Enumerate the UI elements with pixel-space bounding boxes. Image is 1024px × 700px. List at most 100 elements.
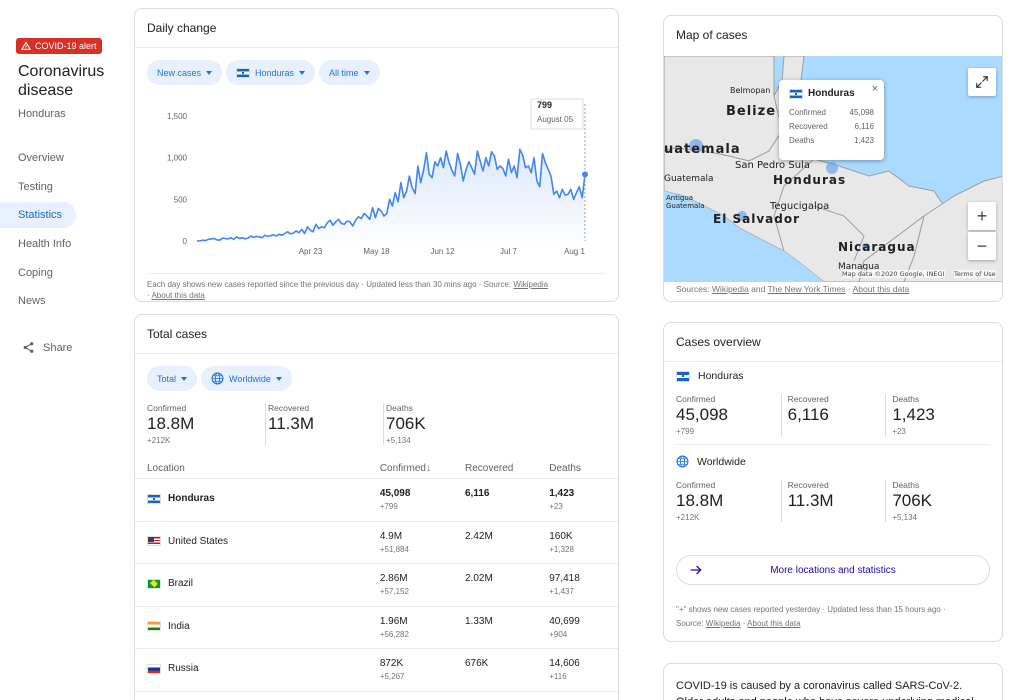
- info-text: COVID-19 is caused by a coronavirus call…: [676, 680, 974, 700]
- total-metric-dropdown[interactable]: Total: [147, 366, 198, 391]
- map-canvas[interactable]: Belmopan Belize uatemala San Pedro Sula …: [664, 56, 1002, 282]
- row-confirmed: 4.9M +51,884: [380, 531, 465, 554]
- total-location-label: Worldwide: [229, 373, 271, 384]
- globe-icon: [676, 455, 689, 468]
- about-data-link[interactable]: About this data: [852, 284, 910, 294]
- source-link[interactable]: Wikipedia: [513, 280, 549, 289]
- map-card: Map of cases Belmopan Belize uatemala Sa…: [663, 15, 1003, 302]
- stat-deaths: Deaths 1,423 +23: [885, 394, 990, 436]
- x-tick-label: Jul 7: [500, 247, 517, 256]
- covid-alert-badge[interactable]: COVID-19 alert: [16, 38, 102, 54]
- location-dropdown-label: Honduras: [255, 67, 295, 78]
- map-label-tegucigalpa: Tegucigalpa: [770, 201, 830, 212]
- close-icon[interactable]: ×: [871, 83, 878, 95]
- map-popup: × Honduras Confirmed 45,098 Recovered 6,11…: [779, 80, 884, 160]
- deaths-value: 40,699: [549, 615, 580, 627]
- nav-item-news[interactable]: News: [18, 295, 46, 308]
- map-footer: Sources: Wikipedia and The New York Time…: [676, 284, 909, 294]
- fullscreen-button[interactable]: [968, 68, 996, 96]
- us-flag-icon: [147, 536, 161, 546]
- hover-point: [582, 171, 588, 178]
- nav-item-statistics[interactable]: Statistics: [0, 202, 76, 229]
- total-metric-label: Total: [157, 373, 177, 384]
- footer-text: Each day shows new cases reported since …: [147, 280, 514, 289]
- table-row[interactable]: United States 4.9M +51,884 2.42M 160K +1,3…: [135, 522, 618, 564]
- stat-value: 6,116: [787, 405, 829, 424]
- total-cases-card: Total cases Total Worldwide Confirmed 18…: [134, 314, 619, 700]
- source-prefix: Source:: [676, 619, 706, 628]
- y-tick-label: 500: [174, 195, 188, 204]
- source-link[interactable]: Wikipedia: [705, 619, 741, 628]
- row-recovered: 676K: [464, 658, 489, 669]
- col-confirmed[interactable]: Confirmed↓: [380, 463, 465, 474]
- honduras-flag-icon: [147, 493, 161, 504]
- deaths-delta: +904: [549, 629, 568, 639]
- stat-value: 18.8M: [676, 491, 724, 510]
- zoom-out-button[interactable]: −: [968, 232, 996, 260]
- warning-icon: [21, 41, 31, 50]
- share-icon: [23, 342, 34, 353]
- india-flag-icon: [147, 621, 161, 631]
- table-row[interactable]: India 1.96M +56,282 1.33M 40,699 +904: [135, 607, 618, 649]
- col-confirmed-label: Confirmed: [379, 463, 426, 474]
- y-tick-label: 1,500: [167, 112, 188, 121]
- more-locations-label: More locations and statistics: [770, 564, 896, 576]
- range-dropdown[interactable]: All time: [319, 60, 380, 85]
- row-location: India: [147, 621, 380, 632]
- col-location[interactable]: Location: [147, 463, 185, 474]
- tooltip-value: 799: [537, 100, 552, 110]
- popup-row-label: Confirmed: [789, 108, 826, 117]
- nyt-link[interactable]: The New York Times: [767, 284, 846, 294]
- nav-item-coping[interactable]: Coping: [18, 266, 53, 279]
- share-button[interactable]: Share: [22, 341, 72, 354]
- table-row[interactable]: Honduras 45,098 +799 6,116 1,423 +23: [135, 479, 618, 522]
- y-tick-label: 1,000: [167, 154, 188, 163]
- stat-label: Confirmed: [147, 403, 187, 413]
- map-terms-link[interactable]: Terms of Use: [954, 270, 996, 278]
- arrow-right-icon: [690, 565, 702, 575]
- metric-dropdown[interactable]: New cases: [147, 60, 223, 85]
- stat-delta: +799: [676, 427, 695, 436]
- table-row[interactable]: Russia 872K +5,267 676K 14,606 +116: [135, 649, 618, 692]
- nav-list: Overview Testing Statistics Health Info …: [0, 145, 120, 317]
- confirmed-value: 2.86M: [379, 573, 408, 584]
- row-recovered: 1.33M: [464, 615, 493, 627]
- row-confirmed: 2.86M +57,152: [380, 573, 465, 596]
- more-locations-button[interactable]: More locations and statistics: [676, 555, 990, 585]
- chevron-down-icon: [275, 376, 282, 381]
- stat-label: Recovered: [268, 403, 310, 413]
- total-location-dropdown[interactable]: Worldwide: [201, 366, 292, 391]
- daily-change-chart[interactable]: 0 500 1,000 1,500 Apr 23 May 18 Jun 12 Jul 7 Aug…: [135, 89, 619, 273]
- y-tick-label: 0: [183, 237, 188, 246]
- popup-row: Deaths 1,423: [789, 136, 874, 145]
- stat-value: 1,423: [892, 405, 935, 424]
- stat-deaths: Deaths 706K +5,134: [885, 480, 990, 522]
- nav-item-testing[interactable]: Testing: [18, 180, 53, 193]
- confirmed-delta: +57,152: [379, 587, 409, 596]
- location-dropdown[interactable]: Honduras: [226, 60, 316, 85]
- col-deaths[interactable]: Deaths: [549, 463, 581, 474]
- nav-item-overview[interactable]: Overview: [18, 152, 64, 164]
- stat-label: Recovered: [787, 394, 829, 404]
- about-data-link[interactable]: About this data: [747, 619, 801, 628]
- table-row[interactable]: Brazil 2.86M +57,152 2.02M 97,418 +1,437: [135, 564, 618, 607]
- stat-label: Confirmed: [676, 394, 716, 404]
- brazil-flag-icon: [147, 578, 161, 589]
- deaths-value: 1,423: [549, 488, 575, 499]
- map-attribution: Map data ©2020 Google, INEGI: [842, 270, 945, 278]
- zoom-in-button[interactable]: +: [968, 202, 996, 230]
- wikipedia-link[interactable]: Wikipedia: [711, 284, 749, 294]
- stat-label: Deaths: [386, 403, 413, 413]
- deaths-delta: +1,437: [549, 587, 574, 596]
- stat-value: 706K: [386, 414, 426, 433]
- stat-confirmed: Confirmed 18.8M +212K: [147, 403, 265, 445]
- nav-item-health-info[interactable]: Health Info: [18, 238, 72, 251]
- row-confirmed: 872K +5,267: [380, 658, 465, 681]
- stat-value: 11.3M: [268, 414, 314, 433]
- table-body: Honduras 45,098 +799 6,116 1,423 +23 Unite…: [135, 479, 618, 692]
- chevron-down-icon: [299, 70, 306, 75]
- stat-label: Confirmed: [676, 480, 716, 490]
- table-header: Location Confirmed↓ Recovered Deaths: [135, 459, 618, 479]
- about-data-link[interactable]: About this data: [151, 291, 205, 300]
- col-recovered[interactable]: Recovered: [464, 463, 514, 474]
